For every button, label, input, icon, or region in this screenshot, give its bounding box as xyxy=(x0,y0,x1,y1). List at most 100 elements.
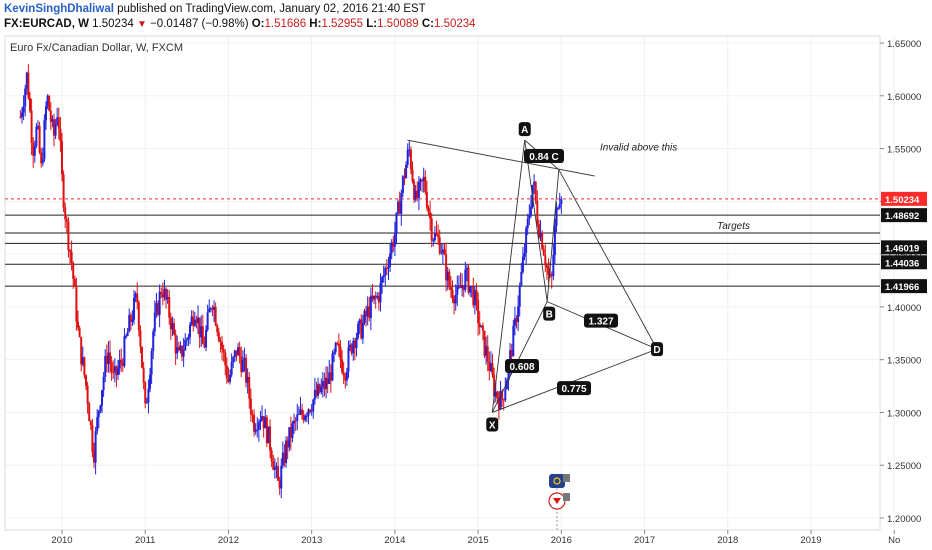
candle-body xyxy=(345,371,348,381)
candle-body xyxy=(499,391,502,410)
candle-body xyxy=(374,295,377,298)
candle-body xyxy=(221,342,224,350)
candle-body xyxy=(134,293,137,298)
candle-body xyxy=(520,271,523,286)
candle-body xyxy=(217,332,220,342)
candle-body xyxy=(256,429,259,431)
candle-body xyxy=(77,321,80,328)
candle-body xyxy=(254,429,257,432)
candle-body xyxy=(478,323,481,328)
candle-body xyxy=(269,426,272,451)
candle-body xyxy=(448,271,451,288)
level-price-label: 1.46019 xyxy=(885,243,919,254)
targets-annotation: Targets xyxy=(717,221,750,232)
candle-body xyxy=(313,389,316,400)
candle-body xyxy=(160,291,163,295)
y-tick-label: 1.25000 xyxy=(887,461,921,472)
candle-body xyxy=(504,389,507,401)
candle-body xyxy=(64,207,67,220)
candle-body xyxy=(105,355,108,365)
candle-body xyxy=(224,352,227,366)
candle-body xyxy=(341,359,344,373)
x-tick-label: 2017 xyxy=(634,535,655,546)
x-tick-label: 2015 xyxy=(468,535,489,546)
candle-body xyxy=(449,287,452,290)
x-tick-label: 2010 xyxy=(51,535,72,546)
candle-body xyxy=(339,346,342,360)
x-tick-label: No xyxy=(888,535,900,546)
candle-body xyxy=(550,274,553,277)
time-axis[interactable]: 2010 2011 2012 2013 2014 2015 2016 2017 2018 2019… xyxy=(51,530,900,546)
candle-body xyxy=(97,410,100,418)
price-axis[interactable]: 1.200001.250001.300001.350001.400001.450… xyxy=(880,39,927,525)
candle-body xyxy=(509,350,512,364)
eu-flag-icon[interactable] xyxy=(549,474,565,488)
candle-body xyxy=(181,345,184,357)
candle-body xyxy=(203,344,206,348)
candle-body xyxy=(173,323,176,335)
symbol-label[interactable]: FX:EURCAD, W xyxy=(4,18,89,30)
candle-body xyxy=(397,201,400,213)
y-tick-label: 1.60000 xyxy=(887,92,921,103)
pattern-point-label: D xyxy=(653,345,660,356)
candle-body xyxy=(270,450,273,462)
candle-body xyxy=(240,356,243,372)
resistance-trendline[interactable] xyxy=(407,139,595,177)
candle-body xyxy=(435,232,438,235)
candle-body xyxy=(283,452,286,464)
candle-body xyxy=(281,452,284,466)
candle-body xyxy=(36,125,39,127)
candle-body xyxy=(523,253,526,257)
last-price: 1.50234 xyxy=(92,18,134,30)
y-tick-label: 1.35000 xyxy=(887,356,921,367)
candle-body xyxy=(174,334,177,354)
candle-body xyxy=(22,106,25,113)
candle-body xyxy=(411,169,414,182)
candle-body xyxy=(285,440,288,464)
candle-body xyxy=(310,411,313,413)
candle-body xyxy=(430,218,433,241)
ratio-tag xyxy=(584,313,618,328)
candle-body xyxy=(305,415,308,417)
candle-body xyxy=(125,336,128,338)
pattern-point-label: A xyxy=(521,125,528,136)
candle-body xyxy=(403,176,406,179)
candle-body xyxy=(445,254,448,281)
invalid-annotation: Invalid above this xyxy=(600,143,677,154)
plot-frame xyxy=(4,35,881,531)
candle-body xyxy=(126,331,129,337)
candle-body xyxy=(27,72,30,98)
candle-body xyxy=(75,286,78,322)
candle-body xyxy=(200,326,203,338)
event-count-icon xyxy=(563,493,570,501)
author-link[interactable]: KevinSinghDhaliwal xyxy=(4,3,114,15)
candle-body xyxy=(368,306,371,318)
candle-body xyxy=(464,269,467,290)
pattern-point-label: B xyxy=(546,310,553,321)
candle-body xyxy=(344,375,347,381)
candle-body xyxy=(149,374,152,389)
candle-body xyxy=(294,420,297,422)
x-tick-label: 2011 xyxy=(135,535,155,546)
candle-body xyxy=(513,318,516,326)
ratio-label: 1.327 xyxy=(588,317,613,328)
candle-body xyxy=(85,375,88,386)
candle-body xyxy=(496,391,499,399)
candle-body xyxy=(413,181,416,200)
x-tick-label: 2016 xyxy=(551,535,572,546)
candle-body xyxy=(355,337,358,349)
candle-body xyxy=(427,207,430,213)
candle-body xyxy=(424,176,427,192)
candle-body xyxy=(273,466,276,470)
down-arrow-icon: ▼ xyxy=(136,19,147,30)
candle-body xyxy=(261,416,264,421)
candle-body xyxy=(472,286,475,306)
candle-body xyxy=(286,440,289,448)
candle-body xyxy=(318,384,321,393)
candle-body xyxy=(544,255,547,266)
candle-body xyxy=(446,271,449,281)
candle-body xyxy=(216,325,219,333)
candle-body xyxy=(376,295,379,298)
candle-body xyxy=(537,223,540,238)
